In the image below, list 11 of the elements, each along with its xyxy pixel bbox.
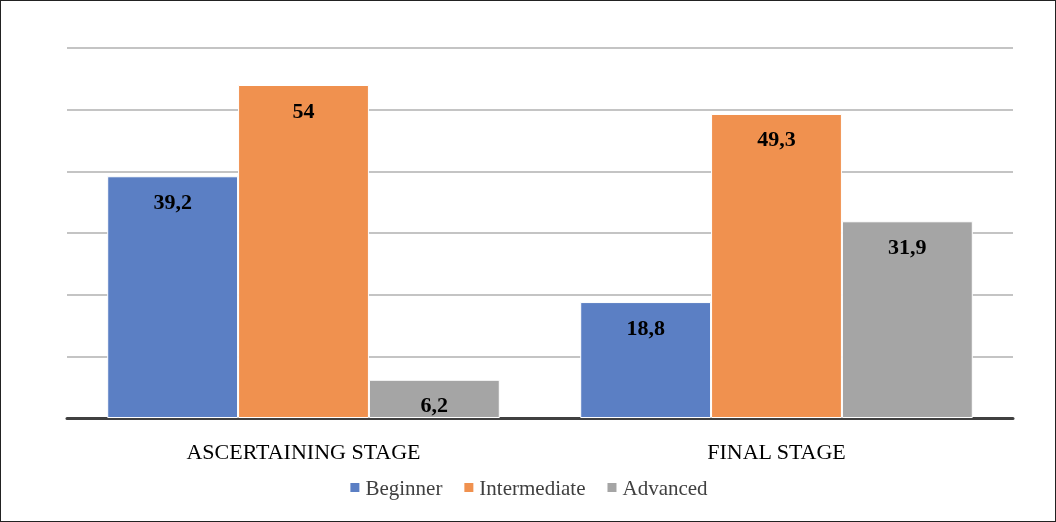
x-tick-label: ASCERTAINING STAGE [186,438,421,464]
x-tick-label: FINAL STAGE [707,438,846,464]
data-label: 39,2 [153,188,192,214]
data-label: 31,9 [888,233,927,259]
legend-label: Beginner [365,475,443,500]
data-label: 49,3 [757,126,796,152]
data-label: 6,2 [420,392,449,418]
data-label: 54 [292,97,315,123]
legend-label: Advanced [622,475,709,500]
data-label: 18,8 [626,314,665,340]
legend-label: Intermediate [479,475,586,500]
